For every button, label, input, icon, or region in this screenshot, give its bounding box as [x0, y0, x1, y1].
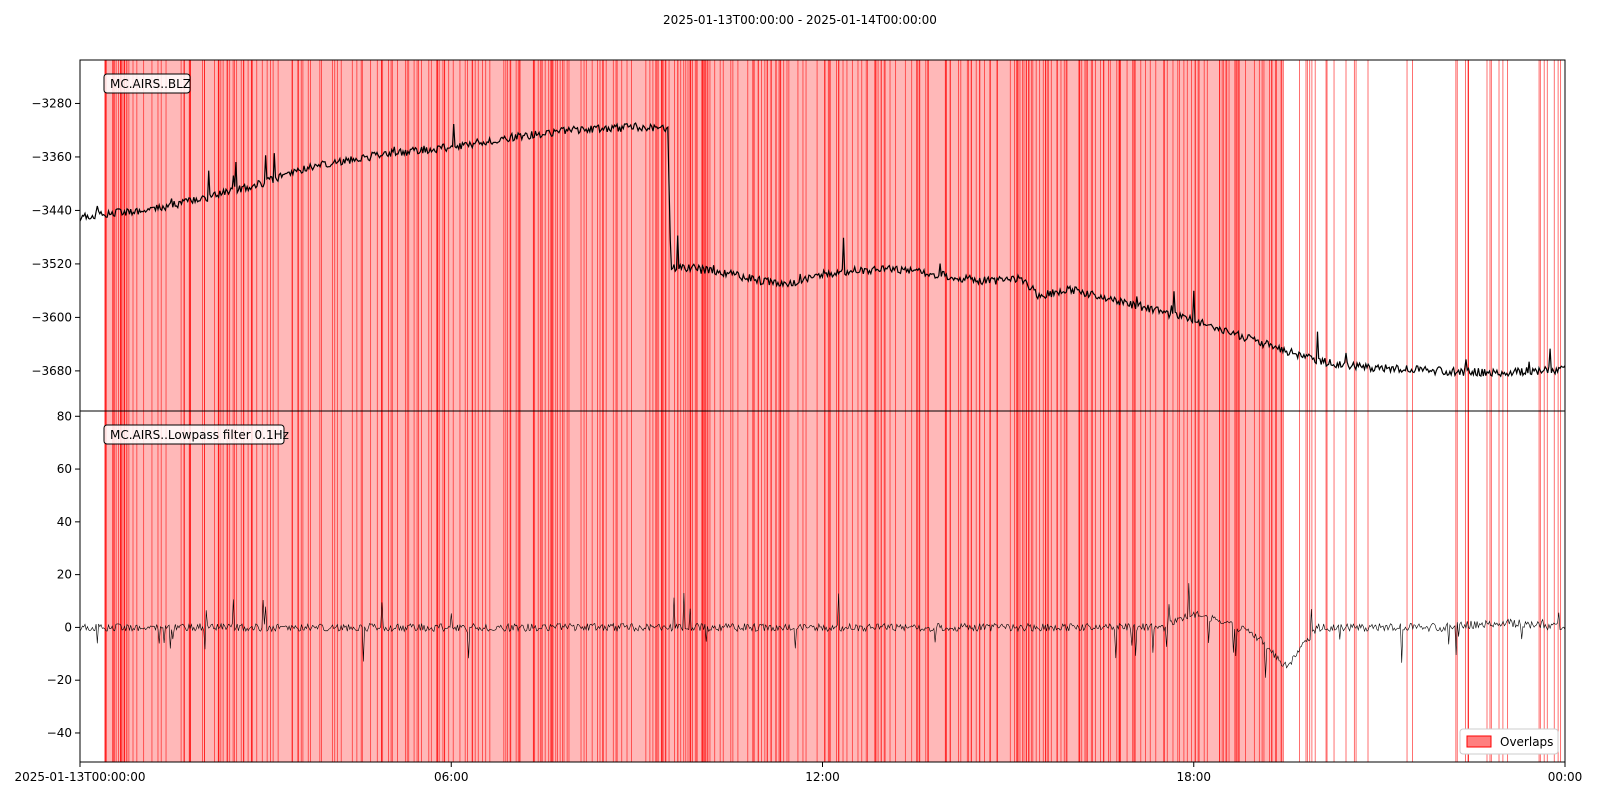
x-axis: 2025-01-13T00:00:00 06:00 12:00 18:00 00:00 [15, 762, 1583, 784]
y-tick-label-top: −3520 [31, 257, 72, 271]
y-axis-top: −3280 −3360 −3440 −3520 −3600 −3680 [31, 96, 80, 378]
y-tick-label-top: −3440 [31, 203, 72, 217]
y-tick-label-bottom: 0 [64, 620, 72, 634]
y-tick-label-bottom: −20 [47, 673, 72, 687]
panel-blz: −3280 −3360 −3440 −3520 −3600 −3680 MC.AIRS..… [31, 59, 1566, 412]
trace-label-box-bottom: MC.AIRS..Lowpass filter 0.1Hz [103, 424, 289, 445]
y-tick-label-top: −3360 [31, 150, 72, 164]
figure-title: 2025-01-13T00:00:00 - 2025-01-14T00:00:0… [663, 13, 937, 27]
trace-label-frame-bottom [103, 424, 285, 445]
trace-label-box-top: MC.AIRS..BLZ [103, 73, 191, 94]
y-tick-label-bottom: 80 [57, 409, 72, 423]
x-tick-label: 06:00 [434, 770, 469, 784]
trace-lowpass [79, 583, 1566, 678]
legend-swatch-overlaps [1466, 735, 1492, 748]
y-tick-label-bottom: 60 [57, 462, 72, 476]
legend: Overlaps [1459, 728, 1559, 755]
y-tick-label-bottom: −40 [47, 726, 72, 740]
y-tick-label-top: −3280 [31, 96, 72, 110]
trace-label-top: MC.AIRS..BLZ [110, 77, 191, 91]
y-axis-bottom: 80 60 40 20 0 −20 −40 [47, 409, 80, 740]
y-tick-label-top: −3600 [31, 310, 72, 324]
overlap-markers-top [104, 60, 1562, 411]
trace-label-frame-top [103, 73, 191, 94]
x-tick-label: 18:00 [1176, 770, 1211, 784]
legend-label-overlaps: Overlaps [1500, 735, 1553, 749]
x-tick-label: 12:00 [805, 770, 840, 784]
y-tick-label-bottom: 40 [57, 515, 72, 529]
panel-lowpass: 80 60 40 20 0 −20 −40 2025-01-13T00:00:00 06:00… [15, 409, 1583, 784]
trace-label-bottom: MC.AIRS..Lowpass filter 0.1Hz [110, 428, 289, 442]
y-tick-label-bottom: 20 [57, 568, 72, 582]
x-tick-label: 00:00 [1548, 770, 1583, 784]
y-tick-label-top: −3680 [31, 364, 72, 378]
x-tick-label: 2025-01-13T00:00:00 [15, 770, 146, 784]
overlap-markers-bottom [104, 411, 1562, 762]
overlap-region-bottom [104, 411, 1284, 762]
legend-frame [1459, 728, 1559, 755]
trace-blz [79, 122, 1566, 378]
overlap-region-top [104, 60, 1284, 411]
